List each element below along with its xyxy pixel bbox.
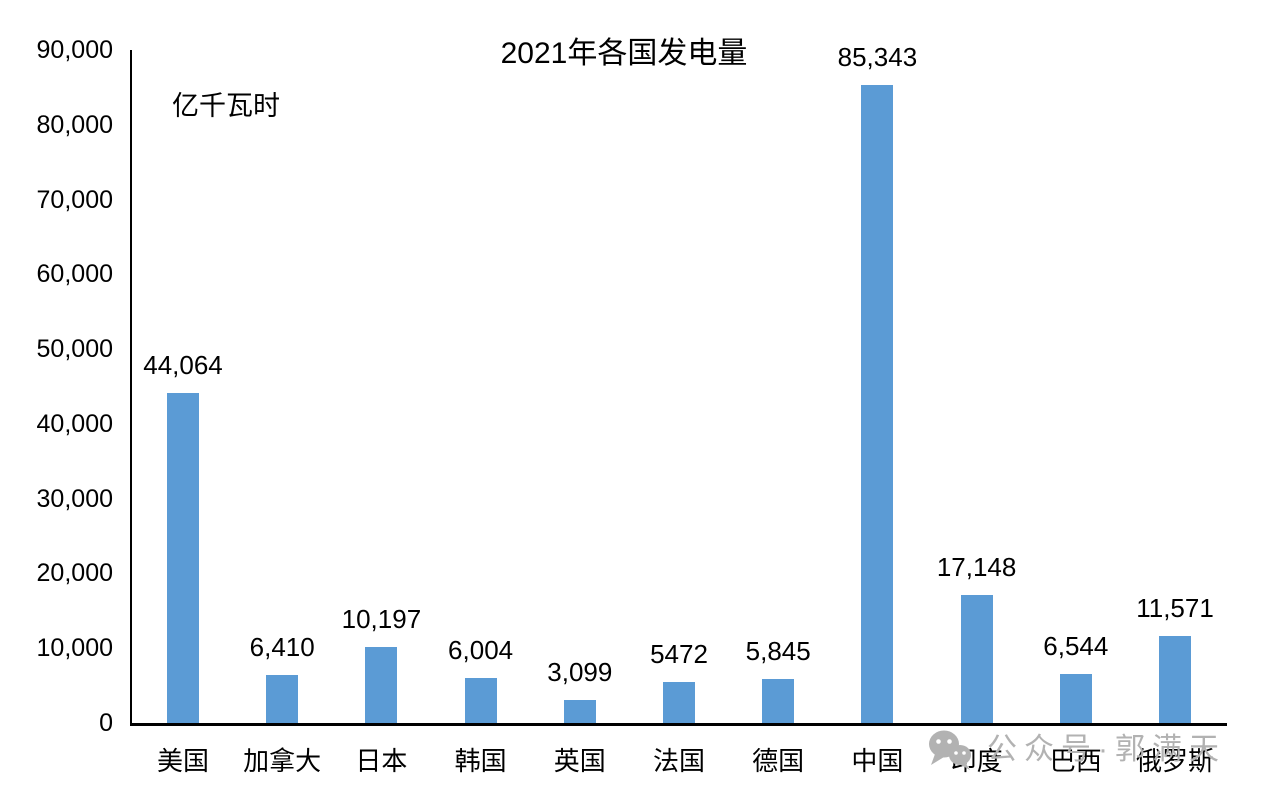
y-tick-label: 30,000 [36,484,113,513]
bar-韩国 [464,678,497,723]
category-label: 美国 [156,746,210,776]
bar-印度 [960,594,993,723]
bar-日本 [365,646,398,723]
y-tick-label: 40,000 [36,409,113,438]
value-label: 17,148 [936,551,1017,582]
value-label: 3,099 [547,656,613,687]
x-axis-line [130,723,1227,726]
value-label: 5472 [650,639,708,670]
bar-德国 [762,679,795,723]
bar-加拿大 [266,675,299,723]
category-label: 英国 [553,746,606,776]
y-tick-label: 60,000 [36,260,113,289]
bar-中国 [861,84,894,723]
bar-英国 [563,699,596,723]
category-label: 巴西 [1049,746,1102,776]
value-label: 6,410 [249,632,315,663]
value-label: 10,197 [341,603,422,634]
y-tick-label: 10,000 [36,634,113,663]
watermark: 公众号·郭满天 [926,729,1226,771]
bar-美国 [167,393,199,723]
y-tick-label: 0 [99,709,113,737]
value-label: 6,004 [448,635,514,666]
value-label: 5,845 [745,636,811,667]
value-label: 85,343 [837,41,918,72]
value-label: 6,544 [1043,631,1109,662]
category-label: 法国 [652,746,706,776]
y-axis-unit-label: 亿千瓦时 [172,91,280,121]
value-label: 44,064 [143,350,223,381]
category-label: 俄罗斯 [1135,746,1215,776]
category-label: 加拿大 [243,746,322,776]
bar-法国 [663,682,695,723]
category-label: 德国 [752,746,805,776]
value-label: 11,571 [1136,593,1214,624]
y-tick-label: 90,000 [36,36,113,64]
chart-title: 2021年各国发电量 [500,37,748,70]
category-label: 中国 [851,746,904,776]
watermark-text: 公众号·郭满天 [987,733,1226,766]
category-label: 日本 [355,746,408,776]
bar-巴西 [1059,674,1092,723]
category-label: 韩国 [454,746,507,776]
y-tick-label: 80,000 [36,110,113,139]
y-axis-line [130,50,132,726]
y-tick-label: 70,000 [36,185,113,214]
y-tick-label: 20,000 [36,559,113,588]
y-tick-label: 50,000 [36,335,113,364]
bar-俄罗斯 [1159,636,1191,723]
wechat-icon [929,730,971,770]
